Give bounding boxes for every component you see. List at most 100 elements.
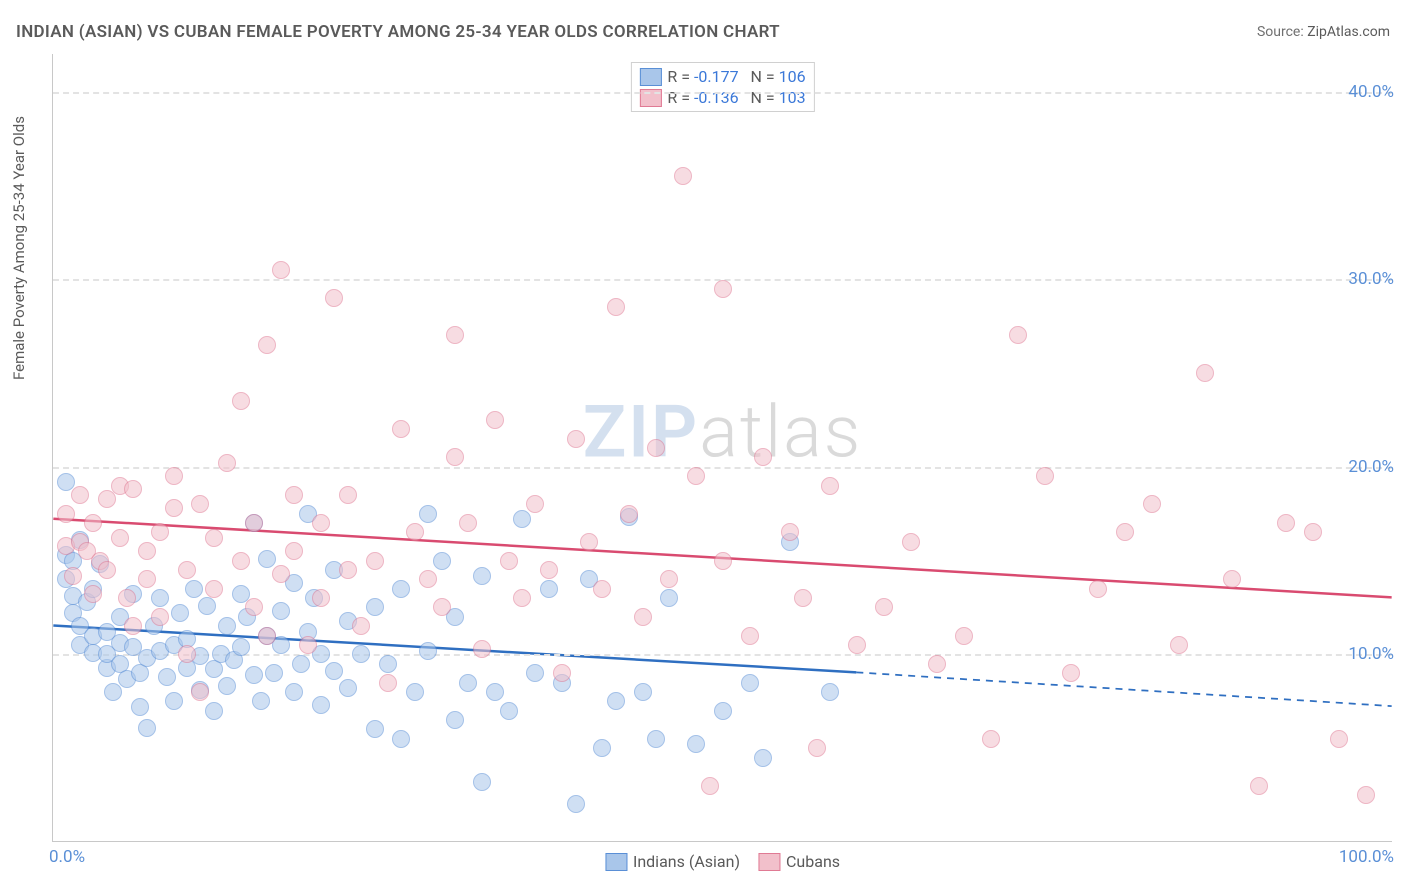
data-point [419,570,437,588]
data-point [178,561,196,579]
data-point [366,552,384,570]
data-point [138,719,156,737]
data-point [352,617,370,635]
data-point [165,467,183,485]
data-point [198,597,216,615]
data-point [446,711,464,729]
data-point [660,570,678,588]
data-point [312,514,330,532]
data-point [285,683,303,701]
data-point [171,604,189,622]
data-point [794,589,812,607]
data-point [406,523,424,541]
data-point [714,552,732,570]
data-point [567,795,585,813]
data-point [634,608,652,626]
data-point [392,730,410,748]
data-point [1196,364,1214,382]
legend-series-item: Indians (Asian) [605,852,740,871]
data-point [1223,570,1241,588]
source-attribution: Source: ZipAtlas.com [1257,24,1390,40]
data-point [111,529,129,547]
plot-area: ZIPatlas R = -0.177 N = 106R = -0.136 N … [52,54,1392,842]
data-point [607,692,625,710]
data-point [446,448,464,466]
data-point [660,589,678,607]
legend-correlation-row: R = -0.177 N = 106 [639,67,805,86]
data-point [218,617,236,635]
legend-series-label: Cubans [786,852,840,871]
data-point [741,674,759,692]
data-point [714,280,732,298]
source-value[interactable]: ZipAtlas.com [1307,24,1390,40]
data-point [285,486,303,504]
data-point [701,777,719,795]
data-point [124,480,142,498]
data-point [232,638,250,656]
data-point [64,567,82,585]
data-point [191,683,209,701]
data-point [57,505,75,523]
trend-lines [53,54,1392,841]
data-point [265,664,283,682]
data-point [1330,730,1348,748]
data-point [245,598,263,616]
data-point [1250,777,1268,795]
data-point [1062,664,1080,682]
data-point [178,645,196,663]
data-point [1089,580,1107,598]
y-tick-label: 30.0% [1348,269,1394,289]
data-point [185,580,203,598]
data-point [118,589,136,607]
data-point [325,662,343,680]
data-point [459,674,477,692]
data-point [473,640,491,658]
source-label: Source: [1257,24,1304,40]
data-point [218,454,236,472]
data-point [928,655,946,673]
data-point [339,486,357,504]
data-point [647,439,665,457]
gridline [53,92,1392,94]
data-point [781,523,799,541]
x-tick-label: 0.0% [49,847,85,867]
data-point [982,730,1000,748]
legend-series-label: Indians (Asian) [633,852,740,871]
legend-correlation-text: R = -0.177 N = 106 [667,67,805,86]
data-point [272,565,290,583]
chart-container: INDIAN (ASIAN) VS CUBAN FEMALE POVERTY A… [0,0,1406,892]
legend-swatch [639,68,661,86]
legend-swatch [758,853,780,871]
legend-correlation: R = -0.177 N = 106R = -0.136 N = 103 [630,62,814,112]
data-point [272,602,290,620]
data-point [339,561,357,579]
data-point [165,499,183,517]
data-point [955,627,973,645]
data-point [258,550,276,568]
data-point [71,486,89,504]
data-point [165,692,183,710]
chart-title: INDIAN (ASIAN) VS CUBAN FEMALE POVERTY A… [16,22,780,42]
data-point [138,542,156,560]
data-point [218,677,236,695]
watermark-zip: ZIP [583,389,699,474]
data-point [875,598,893,616]
data-point [1036,467,1054,485]
legend-series: Indians (Asian) Cubans [605,852,840,871]
data-point [687,467,705,485]
y-axis-label: Female Poverty Among 25-34 Year Olds [10,116,28,380]
data-point [131,698,149,716]
data-point [433,552,451,570]
data-point [366,598,384,616]
data-point [252,692,270,710]
data-point [647,730,665,748]
data-point [419,642,437,660]
watermark-atlas: atlas [699,389,862,474]
data-point [379,674,397,692]
watermark: ZIPatlas [583,389,863,474]
y-tick-label: 10.0% [1348,644,1394,664]
data-point [151,523,169,541]
data-point [205,702,223,720]
data-point [392,420,410,438]
data-point [285,542,303,560]
